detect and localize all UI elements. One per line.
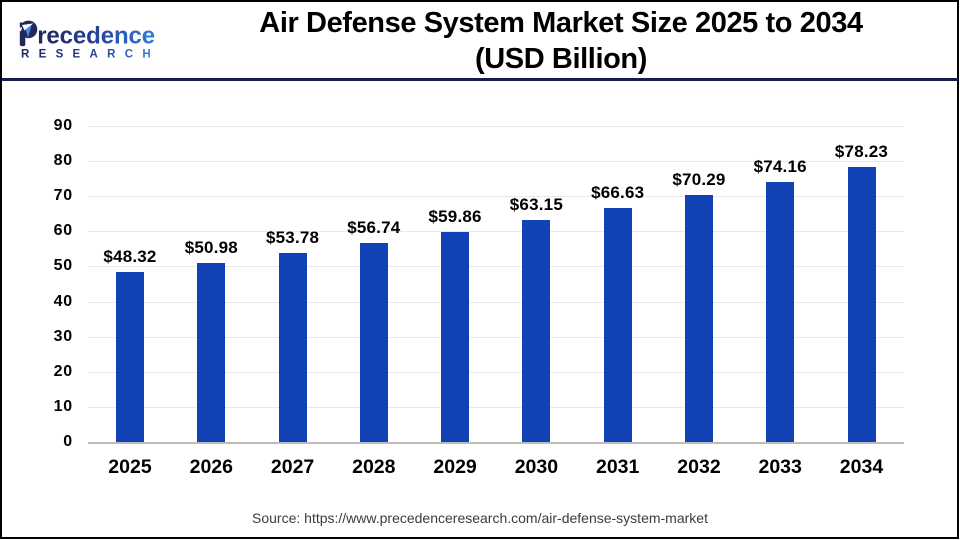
svg-text:recedence: recedence [37, 22, 155, 49]
svg-text:RESEARCH: RESEARCH [21, 49, 160, 61]
